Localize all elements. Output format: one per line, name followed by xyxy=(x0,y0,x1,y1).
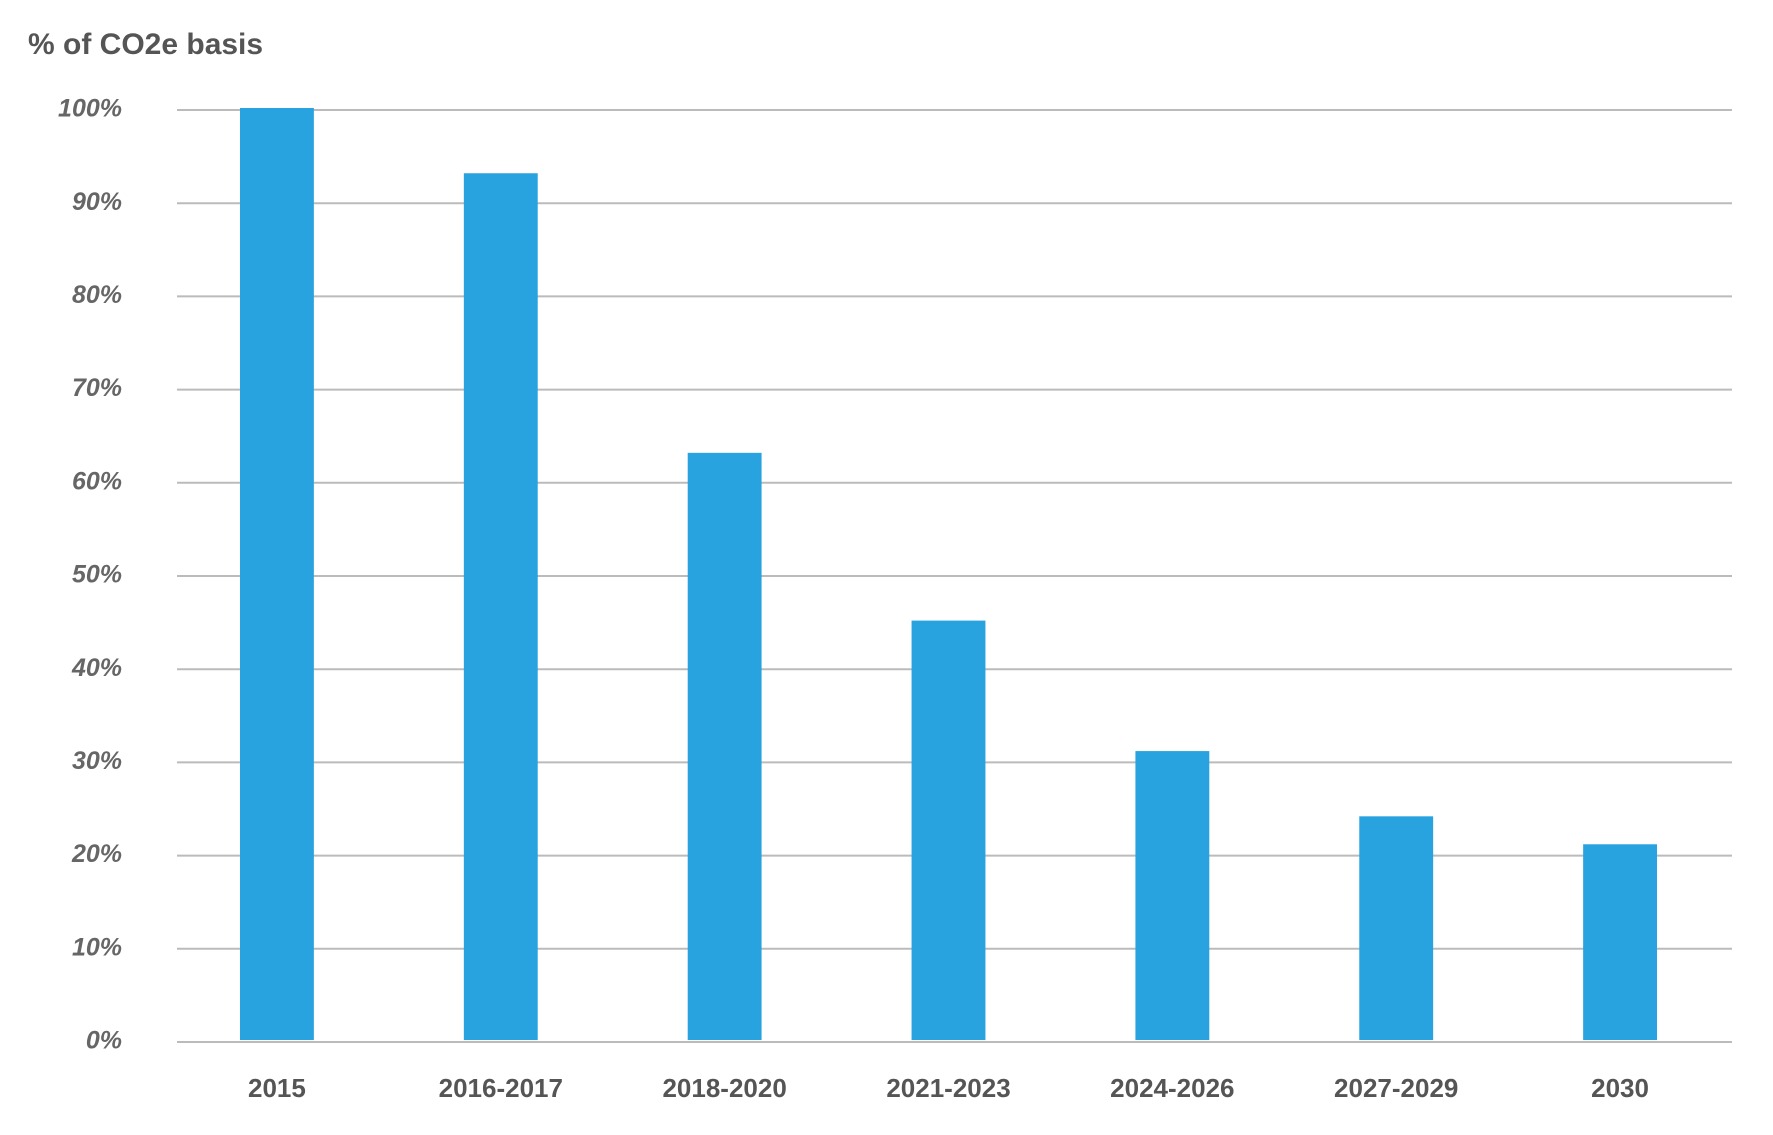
bar xyxy=(1135,751,1210,1040)
y-tick-label: 100% xyxy=(58,95,122,123)
y-tick-label: 0% xyxy=(86,1027,122,1055)
y-tick-label: 80% xyxy=(72,281,122,309)
x-tick-label: 2027-2029 xyxy=(1334,1073,1458,1103)
y-tick-label: 10% xyxy=(72,933,122,961)
x-tick-label: 2030 xyxy=(1591,1073,1649,1103)
y-tick-label: 70% xyxy=(72,374,122,402)
y-tick-label: 40% xyxy=(71,654,122,682)
y-tick-label: 60% xyxy=(72,467,122,495)
y-tick-label: 50% xyxy=(72,561,122,589)
y-tick-label: 90% xyxy=(72,188,122,216)
bar xyxy=(239,108,314,1040)
x-tick-label: 2024-2026 xyxy=(1110,1073,1234,1103)
y-tick-label: 30% xyxy=(72,747,122,775)
bar xyxy=(1359,816,1434,1040)
x-tick-label: 2016-2017 xyxy=(439,1073,563,1103)
bar xyxy=(1583,844,1658,1040)
y-tick-label: 20% xyxy=(71,840,122,868)
x-tick-label: 2015 xyxy=(248,1073,306,1103)
x-tick-label: 2018-2020 xyxy=(662,1073,786,1103)
bar xyxy=(687,452,762,1041)
bar xyxy=(463,173,538,1041)
x-tick-label: 2021-2023 xyxy=(886,1073,1010,1103)
axis-title: % of CO2e basis xyxy=(28,28,263,61)
bar xyxy=(911,620,986,1040)
